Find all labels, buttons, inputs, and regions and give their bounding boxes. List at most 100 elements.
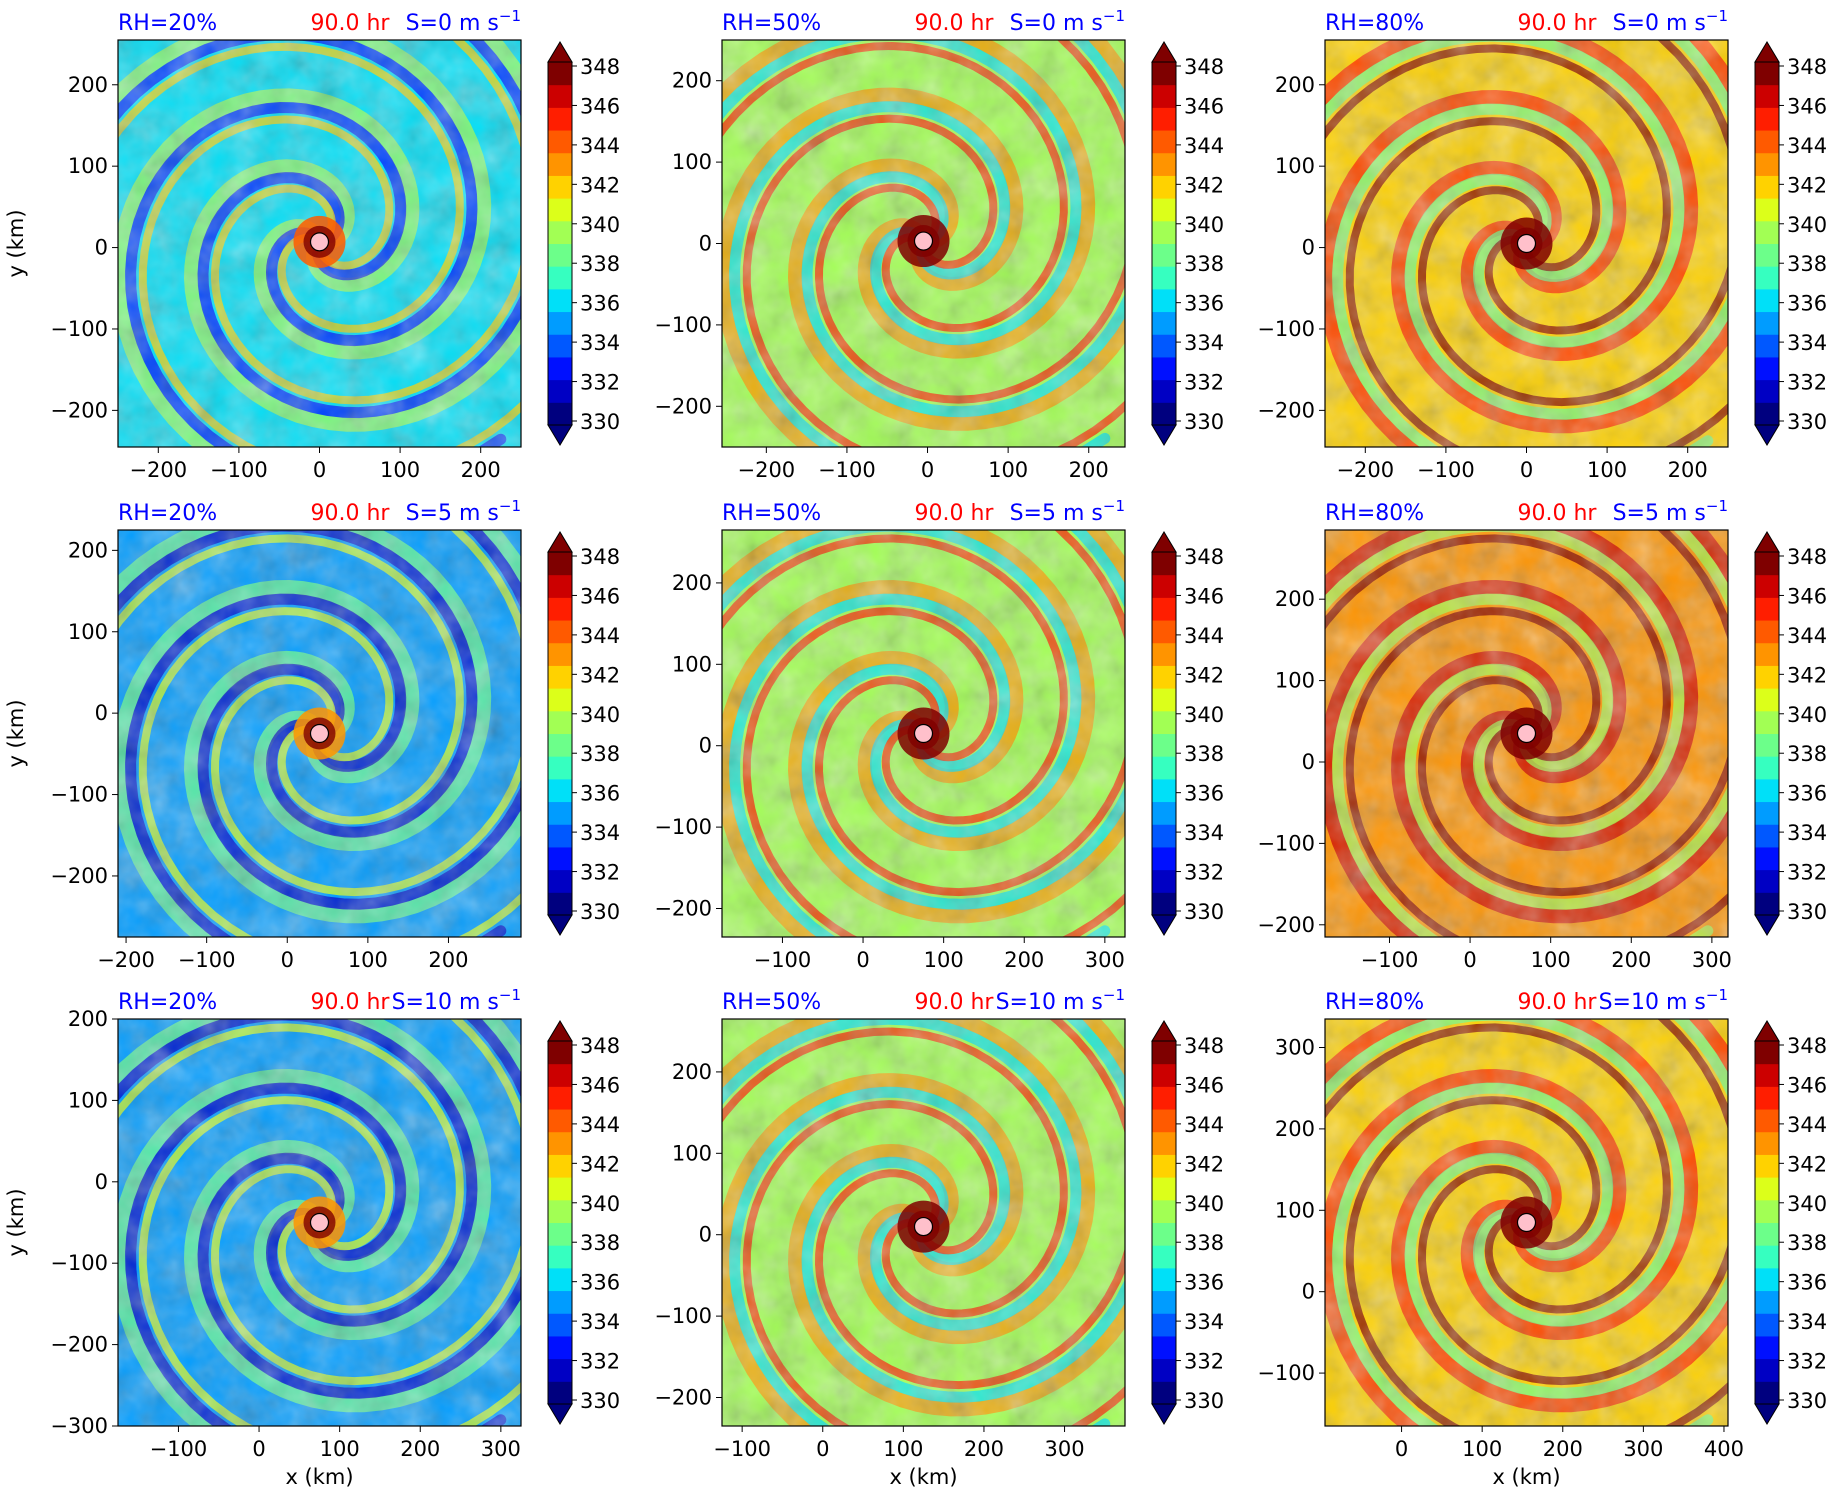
y-tick-label: 100	[68, 154, 108, 178]
colorbar-segment	[548, 1086, 572, 1110]
x-tick-label: 200	[428, 948, 468, 972]
x-tick-label: 200	[1611, 948, 1651, 972]
subplot-panel: RH=20% 90.0 hr S=10 m s−1 −100 0 100 200 300 200…	[4, 986, 620, 1489]
colorbar-frame	[1754, 61, 1780, 426]
colorbar-tick-label: 348	[580, 55, 620, 79]
x-tick-label: 200	[400, 1437, 440, 1461]
colorbar-segment	[548, 1381, 572, 1405]
x-tick-label: 0	[1463, 948, 1476, 972]
colorbar-segment	[1152, 266, 1176, 290]
colorbar-segment	[1152, 665, 1176, 689]
y-tick-label: −200	[654, 394, 712, 418]
colorbar-segment	[548, 1154, 572, 1178]
colorbar-segment	[1152, 220, 1176, 244]
colorbar-segment	[1755, 379, 1779, 403]
colorbar-segment	[1755, 597, 1779, 621]
colorbar-tick-label: 334	[1787, 1310, 1827, 1334]
heatmap-field	[118, 530, 521, 937]
colorbar-segment	[1152, 175, 1176, 199]
colorbar-tick-label: 334	[1184, 331, 1224, 355]
x-tick-label: −100	[754, 948, 812, 972]
colorbar-segment	[548, 801, 572, 825]
colorbar-tick-label: 332	[1787, 1350, 1827, 1374]
plot-frame	[1324, 529, 1729, 938]
x-tick-label: 300	[1692, 948, 1732, 972]
x-tick-label: 100	[883, 1437, 923, 1461]
y-tick-label: 100	[68, 1088, 108, 1112]
y-axis-label: y (km)	[4, 209, 28, 277]
x-tick-label: 200	[964, 1437, 1004, 1461]
colorbar-segment	[1152, 1290, 1176, 1314]
colorbar-tick-label: 344	[1787, 624, 1827, 648]
colorbar-segment	[1152, 379, 1176, 403]
colorbar-frame	[547, 61, 573, 426]
y-tick-label: 100	[672, 652, 712, 676]
x-tick-label: 0	[921, 458, 934, 482]
heatmap-field	[118, 1019, 521, 1426]
colorbar-tick-label: 340	[1184, 703, 1224, 727]
x-tick-label: 0	[281, 948, 294, 972]
colorbar-segment	[1152, 1131, 1176, 1155]
y-tick-label: 200	[672, 69, 712, 93]
colorbar-segment	[548, 1267, 572, 1292]
colorbar-tick-label: 332	[580, 1350, 620, 1374]
colorbar-segment	[548, 243, 572, 267]
colorbar-tick-label: 344	[580, 624, 620, 648]
y-tick-label: −200	[1257, 398, 1315, 422]
y-tick-label: 200	[672, 571, 712, 595]
colorbar-segment	[1755, 1381, 1779, 1405]
colorbar-segment	[548, 1041, 572, 1065]
rh-label: RH=80%	[1325, 501, 1424, 526]
y-tick-label: −100	[1257, 1361, 1315, 1385]
rh-label: RH=20%	[118, 501, 217, 526]
colorbar-tick-label: 330	[1184, 900, 1224, 924]
shear-label: S=0 m s−1	[1613, 7, 1728, 36]
colorbar-segment	[548, 869, 572, 893]
colorbar-tick-label: 336	[1787, 1271, 1827, 1295]
colorbar-extend-max	[1754, 1020, 1780, 1042]
y-tick-label: −200	[1257, 913, 1315, 937]
storm-center-marker	[309, 723, 330, 744]
storm-center-marker	[309, 232, 330, 252]
colorbar-segment	[1152, 733, 1176, 757]
colorbar-extend-max	[1151, 41, 1177, 63]
y-tick-label: 200	[1275, 587, 1315, 611]
y-tick-label: 100	[68, 620, 108, 644]
colorbar-tick-label: 338	[1787, 252, 1827, 276]
plot-frame	[1324, 1018, 1729, 1427]
y-tick-label: 200	[1275, 1117, 1315, 1141]
colorbar-segment	[1152, 62, 1176, 86]
colorbar-tick-label: 348	[580, 545, 620, 569]
y-axis-label: y (km)	[4, 699, 28, 767]
colorbar-tick-label: 344	[580, 134, 620, 158]
colorbar-segment	[548, 356, 572, 381]
x-tick-label: 100	[924, 948, 964, 972]
x-tick-label: 400	[1704, 1437, 1744, 1461]
storm-center-marker	[1516, 1212, 1537, 1233]
colorbar-segment	[1755, 1109, 1779, 1133]
colorbar-tick-label: 346	[1184, 94, 1224, 118]
shear-label: S=10 m s−1	[996, 986, 1125, 1015]
colorbar-tick-label: 330	[580, 900, 620, 924]
colorbar-segment	[1755, 574, 1779, 598]
time-label: 90.0 hr	[1518, 501, 1598, 526]
rh-label: RH=20%	[118, 11, 217, 36]
colorbar-segment	[1755, 665, 1779, 689]
x-tick-label: 300	[1623, 1437, 1663, 1461]
y-tick-label: 200	[68, 1007, 108, 1031]
colorbar-extend-max	[547, 1020, 573, 1042]
colorbar-segment	[1152, 84, 1176, 108]
storm-center-marker	[913, 231, 934, 251]
colorbar-segment	[1755, 1063, 1779, 1087]
colorbar-extend-min	[1151, 424, 1177, 446]
colorbar-tick-label: 336	[1184, 782, 1224, 806]
colorbar-segment	[1152, 756, 1176, 780]
x-tick-label: −100	[1417, 458, 1475, 482]
colorbar-segment	[1755, 1086, 1779, 1110]
x-tick-label: −200	[97, 948, 155, 972]
colorbar-tick-label: 342	[580, 1152, 620, 1176]
subplot-panel: RH=20% 90.0 hr S=5 m s−1 −200 −100 0 100 200 200…	[4, 497, 620, 972]
colorbar-segment	[1152, 620, 1176, 644]
colorbar-tick-label: 346	[1787, 584, 1827, 608]
colorbar-segment	[1152, 801, 1176, 825]
